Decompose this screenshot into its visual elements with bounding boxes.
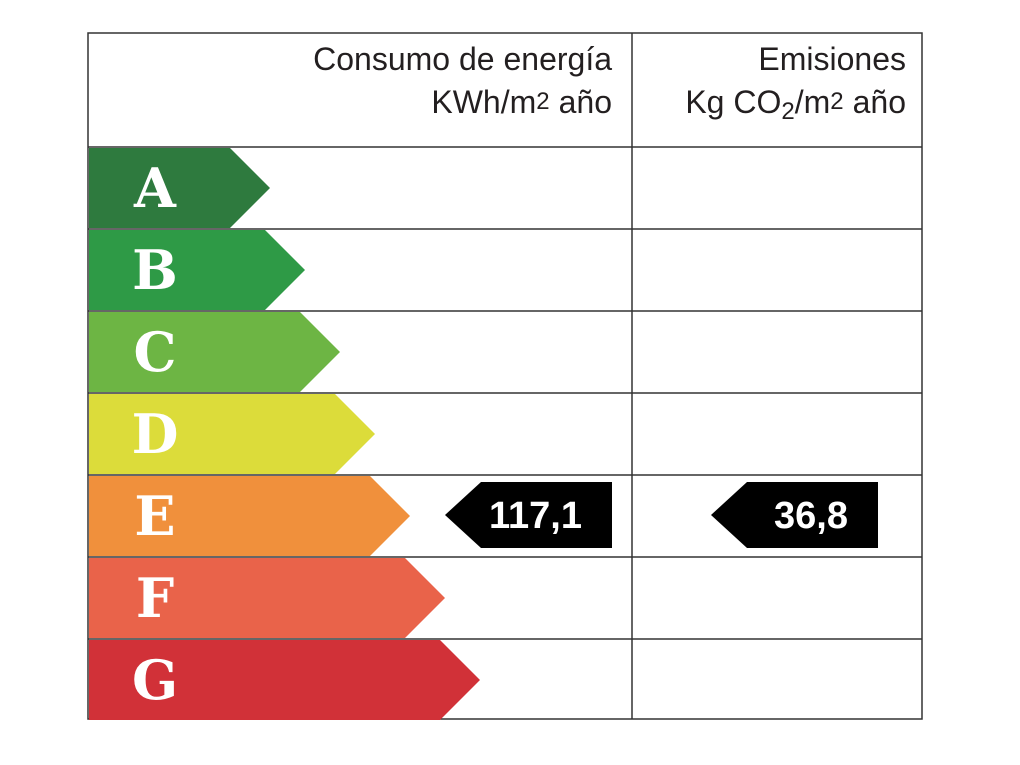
class-letter: B (132, 238, 178, 302)
class-letter: C (134, 320, 177, 384)
class-arrow (89, 230, 305, 310)
unit-part: Kg CO (685, 84, 781, 120)
class-letter: E (134, 484, 175, 548)
rating-marker (445, 482, 612, 548)
class-arrow (89, 640, 480, 720)
rating-marker (711, 482, 878, 548)
frame (87, 32, 923, 720)
class-arrow (89, 476, 410, 556)
unit-part: año (853, 84, 906, 120)
class-arrow (89, 558, 445, 638)
unit-part: año (559, 84, 612, 120)
energy-unit: KWh/m2 año (431, 84, 612, 120)
class-arrow (89, 148, 270, 228)
unit-sup: 2 (536, 88, 549, 115)
unit-sup: 2 (830, 88, 843, 115)
class-arrow (89, 394, 375, 474)
rating-value: 36,8 (774, 495, 848, 537)
class-arrow (89, 312, 340, 392)
rating-value: 117,1 (489, 495, 582, 537)
class-letter: G (132, 648, 178, 712)
class-letter: A (133, 156, 177, 220)
unit-sub: 2 (781, 98, 794, 125)
unit-part: KWh/m (431, 84, 536, 120)
unit-part: /m (795, 84, 831, 120)
emissions-unit: Kg CO2/m2 año (685, 84, 906, 125)
class-letter: D (132, 402, 179, 466)
class-letter: F (136, 566, 174, 630)
emissions-title: Emisiones (758, 41, 906, 77)
energy-title: Consumo de energía (313, 41, 612, 77)
